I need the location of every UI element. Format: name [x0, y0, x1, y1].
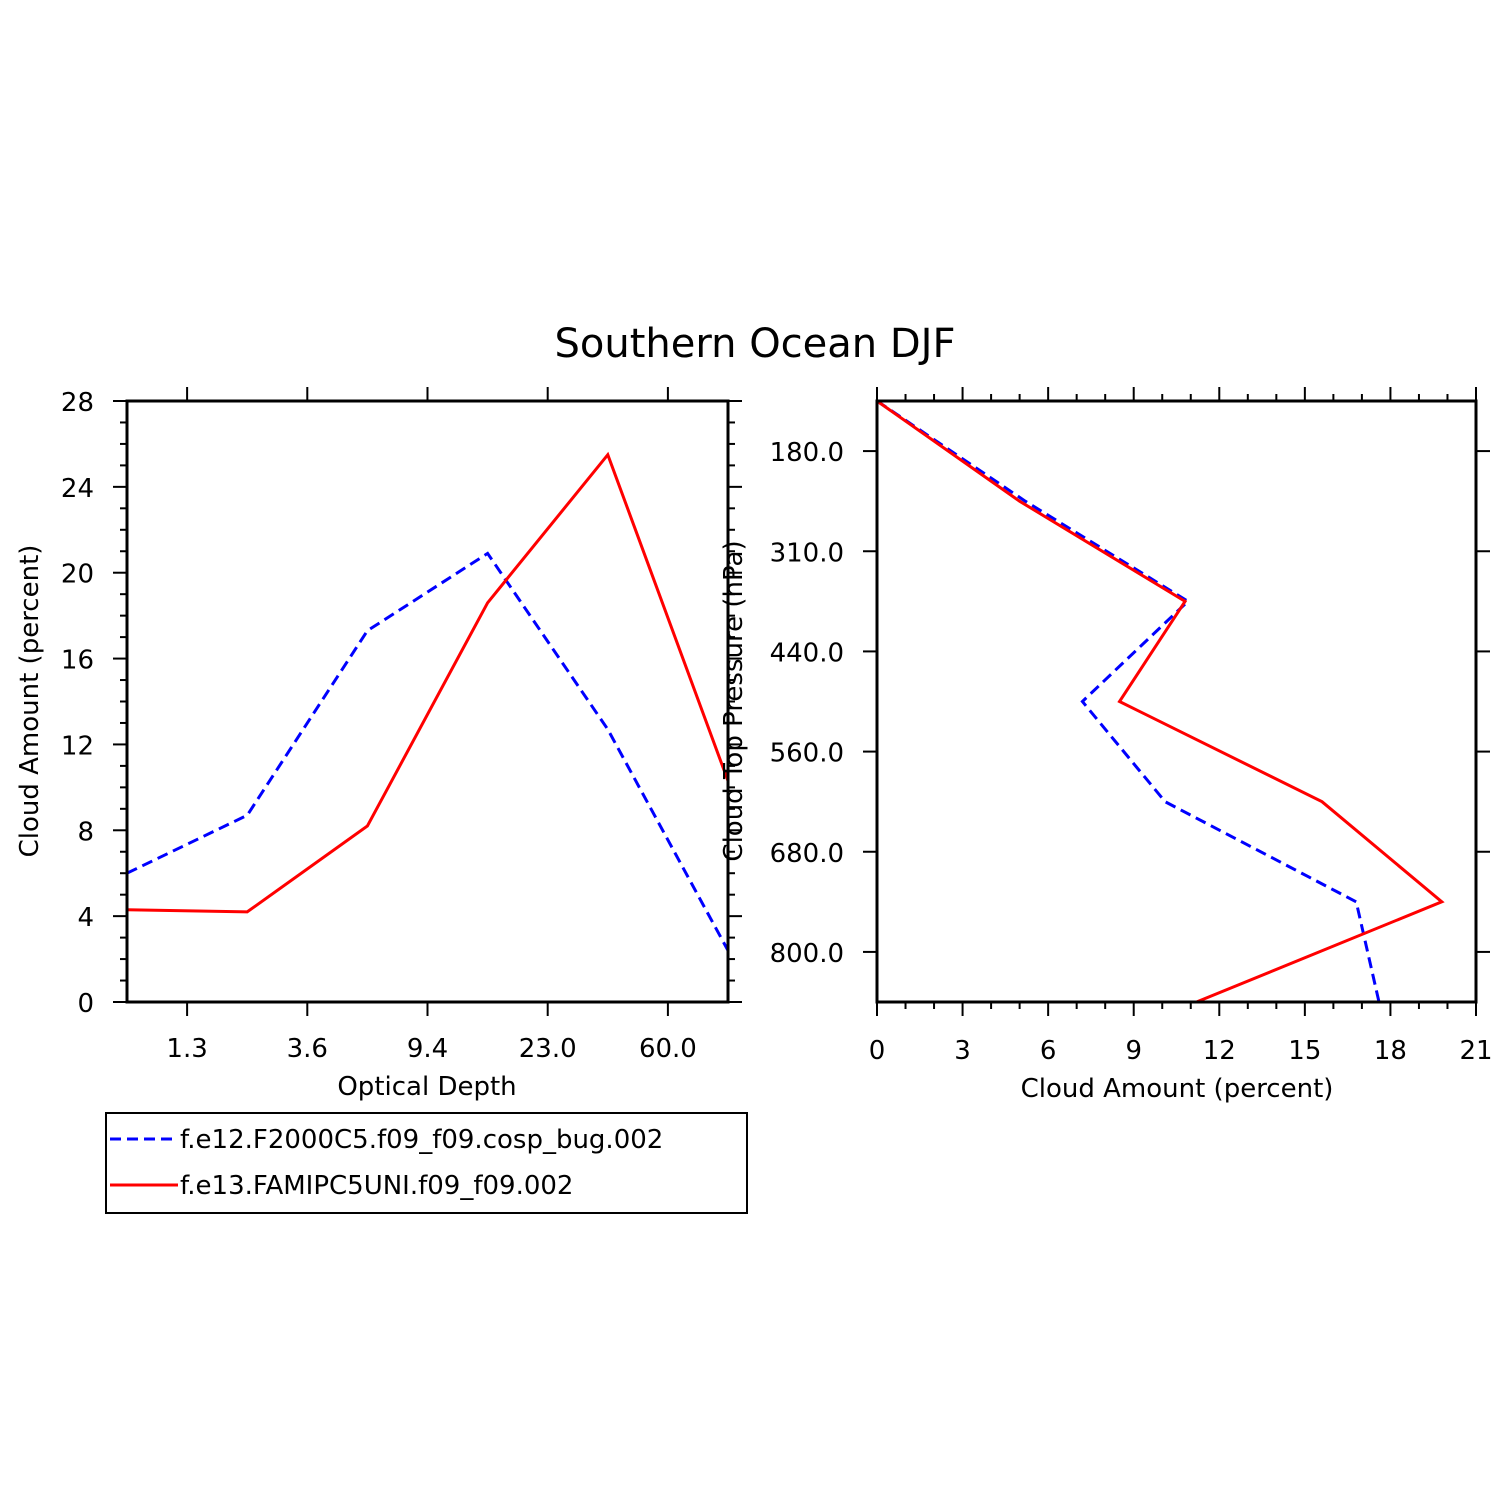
right-x-tick-label: 18 — [1374, 1036, 1407, 1066]
legend: f.e12.F2000C5.f09_f09.cosp_bug.002 f.e13… — [105, 1112, 748, 1214]
right-plot-frame — [875, 399, 1478, 1004]
right-y-tick-label: 680.0 — [770, 839, 844, 869]
right-y-tick-label: 440.0 — [770, 638, 844, 668]
right-x-tick-label: 6 — [1040, 1036, 1057, 1066]
left-y-tick-label: 0 — [77, 989, 94, 1019]
right-x-tick-label: 9 — [1125, 1036, 1142, 1066]
right-plot-lines — [876, 399, 1445, 1004]
right-y-tick-label: 180.0 — [770, 438, 844, 468]
figure-title: Southern Ocean DJF — [555, 321, 956, 367]
left-y-tick-label: 8 — [77, 817, 94, 847]
right-x-tick-label: 12 — [1203, 1036, 1236, 1066]
left-y-tick-label: 16 — [61, 646, 94, 676]
right-x-tick-label: 15 — [1288, 1036, 1321, 1066]
right-series-line-1 — [876, 399, 1381, 1003]
right-ticks: 0 3 6 9 12 15 18 21 180.0 310.0 440.0 560.0 680.0 800… — [770, 387, 1493, 1066]
right-x-tick-label: 21 — [1459, 1036, 1492, 1066]
left-series-line-1 — [126, 551, 730, 952]
left-y-tick-label: 28 — [61, 388, 94, 418]
left-y-tick-label: 24 — [61, 474, 94, 504]
right-y-tick-label: 800.0 — [770, 939, 844, 969]
left-y-tick-label: 4 — [77, 903, 94, 933]
left-y-tick-label: 20 — [61, 560, 94, 590]
right-x-tick-label: 0 — [869, 1036, 886, 1066]
legend-label-series-1: f.e12.F2000C5.f09_f09.cosp_bug.002 — [180, 1125, 663, 1155]
left-y-axis-title: Cloud Amount (percent) — [15, 545, 45, 858]
left-y-tick-label: 12 — [61, 731, 94, 761]
left-series-line-2 — [126, 451, 730, 914]
legend-label-series-2: f.e13.FAMIPC5UNI.f09_f09.002 — [180, 1171, 573, 1201]
left-x-tick-label: 60.0 — [639, 1034, 697, 1064]
right-y-tick-label: 310.0 — [770, 538, 844, 568]
left-x-axis-title: Optical Depth — [337, 1072, 516, 1102]
left-plot-lines — [126, 451, 730, 952]
left-x-tick-label: 23.0 — [519, 1034, 577, 1064]
right-series-line-2 — [876, 399, 1445, 1004]
left-x-tick-label: 9.4 — [407, 1034, 448, 1064]
left-ticks: 0 4 8 12 16 20 24 28 1.3 3.6 9.4 23.0 60.0 — [61, 387, 742, 1064]
right-x-tick-label: 3 — [954, 1036, 971, 1066]
right-y-tick-label: 560.0 — [770, 739, 844, 769]
left-x-tick-label: 1.3 — [166, 1034, 207, 1064]
right-x-axis-title: Cloud Amount (percent) — [1021, 1074, 1334, 1104]
cloud-top-pressure-panel: 0 3 6 9 12 15 18 21 180.0 310.0 440.0 560.0 680.0 800… — [719, 387, 1493, 1104]
optical-depth-panel: 0 4 8 12 16 20 24 28 1.3 3.6 9.4 23.0 60.0 Optical D… — [15, 387, 742, 1102]
right-y-axis-title: Cloud Top Pressure (hPa) — [719, 540, 749, 861]
left-x-tick-label: 3.6 — [287, 1034, 328, 1064]
legend-box — [105, 1112, 748, 1214]
